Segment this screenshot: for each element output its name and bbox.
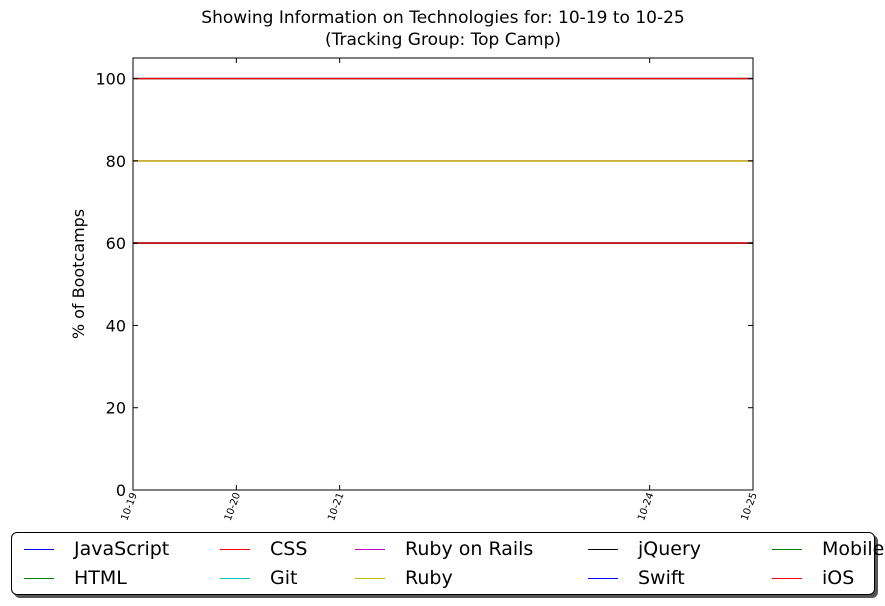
legend-entry-ruby: Ruby: [355, 564, 453, 592]
legend-swatch: [772, 577, 802, 579]
legend-swatch: [772, 548, 802, 550]
chart-title: Showing Information on Technologies for:…: [201, 8, 685, 28]
legend-swatch: [355, 577, 385, 579]
y-tick-label: 60: [106, 234, 126, 253]
x-tick-label: 10-25: [740, 491, 760, 522]
legend-label: HTML: [74, 567, 127, 589]
legend-label: iOS: [822, 567, 855, 589]
legend-label: Swift: [638, 567, 685, 589]
y-tick-label: 80: [106, 152, 126, 171]
x-tick-label: 10-20: [223, 491, 243, 522]
legend-label: JavaScript: [74, 538, 170, 560]
y-tick-label: 40: [106, 316, 126, 335]
legend-label: Mobile: [822, 538, 885, 560]
legend-entry-css: CSS: [220, 535, 307, 563]
legend-label: Ruby: [405, 567, 453, 589]
x-tick-label: 10-21: [326, 491, 346, 522]
legend-swatch: [24, 548, 54, 550]
plot-frame: [132, 57, 754, 491]
legend-entry-html: HTML: [24, 564, 127, 592]
legend-swatch: [220, 577, 250, 579]
legend-label: jQuery: [638, 538, 702, 560]
legend-entry-git: Git: [220, 564, 297, 592]
legend-label: Git: [270, 567, 298, 589]
legend-entry-mobile: Mobile: [772, 535, 884, 563]
legend-label: CSS: [270, 538, 308, 560]
legend-swatch: [24, 577, 54, 579]
y-tick-label: 20: [106, 399, 126, 418]
y-tick-label: 0: [116, 481, 126, 500]
y-tick-label: 100: [95, 70, 126, 89]
legend: JavaScript HTML CSS Git Ruby on Rails Ruby jQu…: [11, 532, 884, 595]
legend-entry-swift: Swift: [588, 564, 685, 592]
legend-swatch: [588, 577, 618, 579]
chart-subtitle: (Tracking Group: Top Camp): [324, 30, 562, 50]
legend-entry-javascript: JavaScript: [24, 535, 169, 563]
legend-swatch: [355, 548, 385, 550]
legend-label: Ruby on Rails: [405, 538, 534, 560]
legend-swatch: [588, 548, 618, 550]
series-layer: [133, 77, 753, 244]
legend-entry-ruby-on-rails: Ruby on Rails: [355, 535, 533, 563]
x-tick-label: 10-24: [636, 491, 656, 522]
legend-entry-ios: iOS: [772, 564, 854, 592]
y-axis-label: % of Bootcamps: [69, 209, 88, 339]
legend-entry-jquery: jQuery: [588, 535, 701, 563]
legend-swatch: [220, 548, 250, 550]
